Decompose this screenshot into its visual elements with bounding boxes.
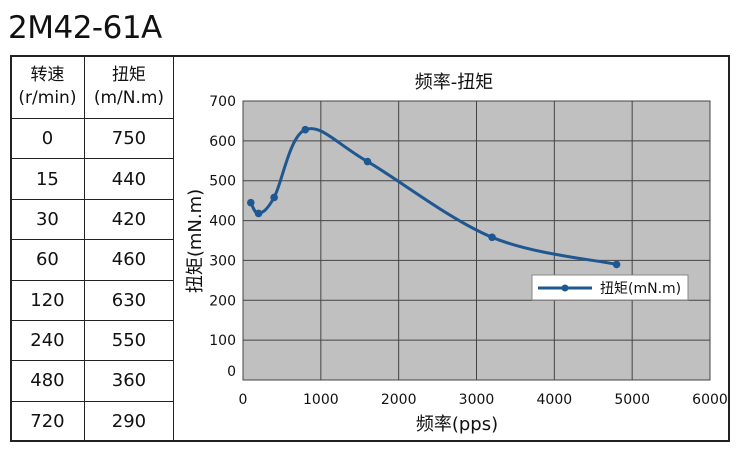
y-tick-label: 200 bbox=[209, 293, 236, 309]
outer-frame bbox=[10, 55, 730, 442]
x-axis-ticks: 0 1000 2000 3000 4000 5000 6000 bbox=[239, 392, 728, 408]
y-tick-label: 600 bbox=[209, 134, 236, 150]
data-point bbox=[363, 157, 372, 166]
legend-label: 扭矩(mN.m) bbox=[600, 281, 681, 297]
series-points bbox=[246, 125, 621, 269]
x-tick-label: 5000 bbox=[614, 392, 650, 408]
table-row: 720 290 bbox=[10, 400, 175, 443]
legend-marker bbox=[561, 284, 569, 292]
x-axis-label: 频率(pps) bbox=[416, 414, 498, 435]
y-tick-label: 700 bbox=[209, 94, 236, 110]
table-row: 120 630 bbox=[10, 279, 175, 321]
header-torque-label: 扭矩 bbox=[111, 65, 146, 85]
x-tick-label: 2000 bbox=[381, 392, 417, 408]
speed-cell: 480 bbox=[10, 360, 85, 402]
table-row: 15 440 bbox=[10, 158, 175, 200]
header-speed-unit: (r/min) bbox=[18, 88, 77, 108]
torque-cell: 460 bbox=[83, 239, 175, 281]
table-row: 480 360 bbox=[10, 360, 175, 402]
spec-table: 转速 (r/min) 扭矩 (m/N.m) 0 750 15 440 30 420 6… bbox=[10, 55, 175, 443]
data-point bbox=[270, 193, 278, 202]
torque-cell: 290 bbox=[83, 400, 175, 443]
torque-cell: 550 bbox=[83, 319, 175, 362]
table-row: 0 750 bbox=[10, 117, 175, 160]
legend: 扭矩(mN.m) bbox=[531, 274, 689, 301]
header-speed: 转速 (r/min) bbox=[10, 55, 85, 119]
x-tick-label: 4000 bbox=[537, 392, 573, 408]
data-point bbox=[301, 125, 310, 134]
header-torque: 扭矩 (m/N.m) bbox=[83, 55, 175, 119]
header-speed-label: 转速 bbox=[30, 65, 65, 85]
y-tick-label: 400 bbox=[209, 214, 236, 230]
table-row: 60 460 bbox=[10, 239, 175, 281]
speed-cell: 15 bbox=[10, 158, 85, 200]
x-tick-label: 3000 bbox=[459, 392, 495, 408]
y-tick-label: 0 bbox=[227, 364, 236, 380]
speed-cell: 720 bbox=[10, 400, 85, 443]
torque-cell: 750 bbox=[83, 117, 175, 160]
data-point bbox=[488, 233, 496, 242]
y-axis-ticks: 0 100 200 300 400 500 600 700 bbox=[209, 94, 236, 380]
x-tick-label: 6000 bbox=[692, 392, 728, 408]
chart-area: 频率-扭矩 0 100 200 300 400 500 600 700 0 1000 2000 30… bbox=[174, 57, 728, 440]
data-point bbox=[246, 198, 255, 207]
torque-frequency-chart: 频率-扭矩 0 100 200 300 400 500 600 700 0 1000 2000 30… bbox=[185, 72, 728, 435]
x-tick-label: 1000 bbox=[303, 392, 339, 408]
y-tick-label: 500 bbox=[209, 174, 236, 190]
chart-title: 频率-扭矩 bbox=[415, 72, 494, 93]
data-point bbox=[612, 260, 621, 269]
torque-cell: 630 bbox=[83, 279, 175, 321]
y-axis-label: 扭矩(mN.m) bbox=[185, 189, 206, 293]
torque-cell: 440 bbox=[83, 158, 175, 200]
table-row: 240 550 bbox=[10, 319, 175, 362]
header-torque-unit: (m/N.m) bbox=[93, 88, 165, 108]
data-point bbox=[254, 209, 263, 218]
torque-cell: 360 bbox=[83, 360, 175, 402]
legend-box bbox=[531, 274, 689, 301]
table-header-row: 转速 (r/min) 扭矩 (m/N.m) bbox=[10, 55, 175, 119]
y-tick-label: 100 bbox=[209, 333, 236, 349]
y-tick-label: 300 bbox=[209, 253, 236, 269]
x-tick-label: 0 bbox=[239, 392, 248, 408]
model-title: 2M42-61A bbox=[8, 10, 162, 46]
speed-cell: 120 bbox=[10, 279, 85, 321]
